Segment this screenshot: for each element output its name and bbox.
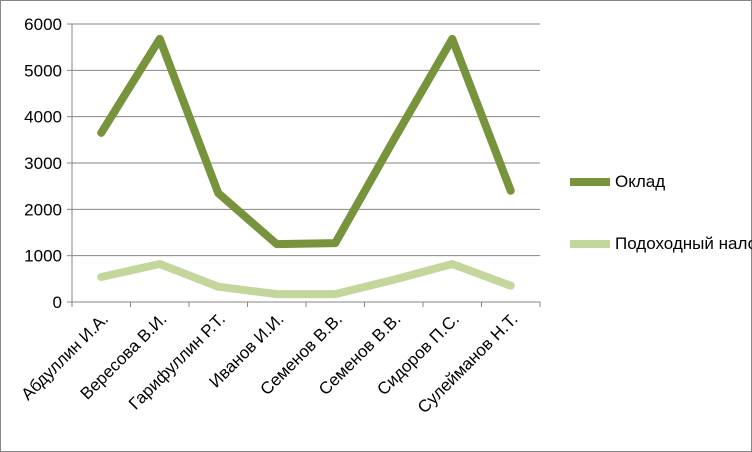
y-tick-label: 5000 [24, 61, 62, 80]
series-line [97, 34, 515, 249]
y-tick-label: 4000 [24, 108, 62, 127]
legend-label: Оклад [615, 172, 666, 191]
y-tick-label: 2000 [24, 200, 62, 219]
y-tick-label: 3000 [24, 154, 62, 173]
y-tick-label: 6000 [24, 15, 62, 34]
legend-label: Подоходный налог [615, 234, 752, 253]
series-line [97, 260, 515, 299]
y-tick-label: 1000 [24, 247, 62, 266]
y-tick-label: 0 [53, 293, 62, 312]
